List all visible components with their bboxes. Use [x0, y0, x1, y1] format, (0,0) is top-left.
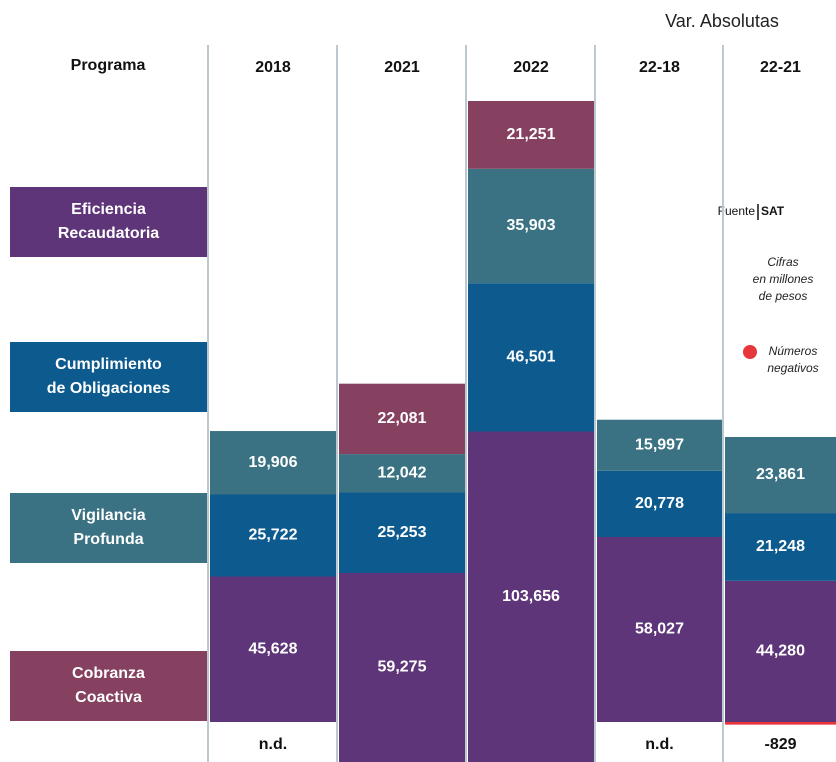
column-header: 2018: [255, 59, 291, 76]
value-label: n.d.: [645, 736, 673, 753]
group-label: Var. Absolutas: [665, 11, 779, 31]
value-label: 103,656: [502, 588, 560, 605]
value-label: 25,253: [378, 524, 427, 541]
value-label: 15,997: [635, 436, 684, 453]
value-label: 25,722: [249, 527, 298, 544]
bar-segment: [210, 431, 336, 495]
column-header: 2022: [513, 59, 549, 76]
bar-segment: [725, 436, 836, 514]
bar-segment: [725, 722, 836, 725]
value-label: 19,906: [249, 454, 298, 471]
bar-segment: [339, 492, 465, 574]
bar-segment: [210, 576, 336, 722]
value-label: 21,248: [756, 538, 805, 555]
value-label: n.d.: [259, 736, 287, 753]
bar-segment: [597, 536, 722, 722]
column-header: 2021: [384, 59, 420, 76]
bar-segment: [725, 580, 836, 722]
category-header: Programa: [71, 57, 146, 74]
negative-note: Números negativos: [767, 344, 819, 375]
value-label: 58,027: [635, 621, 684, 638]
value-label: 45,628: [249, 640, 298, 657]
value-label: 46,501: [507, 349, 556, 366]
bar-segment: [468, 168, 594, 284]
value-label: 22,081: [378, 410, 427, 427]
bar-segment: [468, 101, 594, 169]
bar-segment: [597, 419, 722, 471]
source: SAT: [761, 204, 785, 218]
source-label: Fuente: [718, 204, 756, 218]
value-label: 21,251: [507, 126, 556, 143]
legend-item: Eficiencia Recaudatoria: [10, 187, 207, 257]
value-label: 35,903: [507, 217, 556, 234]
value-label: 12,042: [378, 465, 427, 482]
bar-segment: [339, 383, 465, 455]
value-label: 44,280: [756, 643, 805, 660]
bar-segment: [468, 431, 594, 762]
value-label: 20,778: [635, 495, 684, 512]
bar-segment: [725, 513, 836, 581]
bar-segment: [210, 494, 336, 577]
bar-segment: [597, 470, 722, 537]
negative-dot: [743, 345, 757, 359]
bar-segment: [339, 454, 465, 493]
legend-item: Cumplimiento de Obligaciones: [10, 342, 207, 412]
legend-item: Cobranza Coactiva: [10, 651, 207, 721]
bar-segment: [468, 283, 594, 432]
value-label: 59,275: [378, 659, 427, 676]
bar-segment: [339, 573, 465, 762]
value-label: 23,861: [756, 466, 805, 483]
units-note: Cifras en millones de pesos: [752, 255, 814, 303]
value-label: -829: [764, 736, 796, 753]
column-header: 22-18: [639, 59, 680, 76]
legend-item: Vigilancia Profunda: [10, 493, 207, 563]
column-header: 22-21: [760, 59, 801, 76]
